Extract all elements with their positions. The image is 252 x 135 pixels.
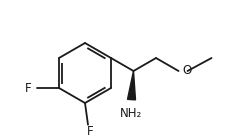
Text: F: F — [25, 82, 31, 94]
Text: NH₂: NH₂ — [120, 107, 143, 120]
Text: O: O — [182, 65, 191, 77]
Polygon shape — [128, 71, 136, 100]
Text: F: F — [87, 125, 93, 135]
